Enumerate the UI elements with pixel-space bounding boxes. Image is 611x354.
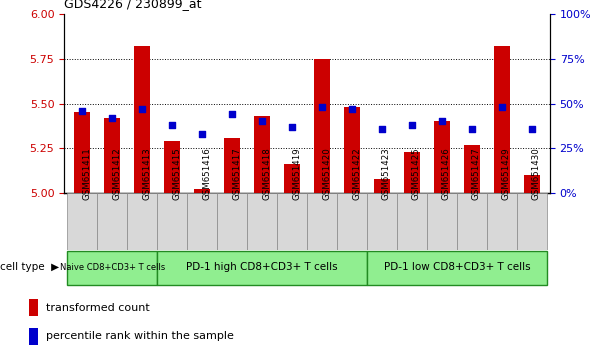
Text: GSM651427: GSM651427: [472, 147, 481, 200]
Point: [287, 124, 297, 130]
FancyBboxPatch shape: [157, 193, 187, 250]
Text: GSM651411: GSM651411: [82, 147, 91, 200]
Text: Naive CD8+CD3+ T cells: Naive CD8+CD3+ T cells: [59, 263, 165, 272]
Text: GSM651423: GSM651423: [382, 147, 391, 200]
FancyBboxPatch shape: [397, 193, 427, 250]
FancyBboxPatch shape: [457, 193, 487, 250]
FancyBboxPatch shape: [367, 193, 397, 250]
Point: [257, 119, 267, 124]
Bar: [314, 59, 331, 193]
Text: GSM651425: GSM651425: [412, 147, 421, 200]
Point: [527, 126, 537, 131]
Point: [167, 122, 177, 128]
Bar: [164, 141, 180, 193]
FancyBboxPatch shape: [517, 193, 547, 250]
Text: GSM651415: GSM651415: [172, 147, 181, 200]
Text: GSM651426: GSM651426: [442, 147, 451, 200]
Text: GSM651412: GSM651412: [112, 147, 121, 200]
Text: GSM651419: GSM651419: [292, 147, 301, 200]
Text: GSM651420: GSM651420: [322, 147, 331, 200]
Bar: [224, 137, 240, 193]
Text: GSM651418: GSM651418: [262, 147, 271, 200]
Point: [467, 126, 477, 131]
FancyBboxPatch shape: [307, 193, 337, 250]
Bar: [524, 175, 540, 193]
Bar: [374, 179, 390, 193]
FancyBboxPatch shape: [427, 193, 457, 250]
Point: [347, 106, 357, 112]
Bar: [464, 145, 480, 193]
Point: [407, 122, 417, 128]
Text: percentile rank within the sample: percentile rank within the sample: [46, 331, 234, 341]
FancyBboxPatch shape: [277, 193, 307, 250]
Text: transformed count: transformed count: [46, 303, 150, 313]
Point: [108, 115, 117, 121]
Bar: [29, 299, 38, 316]
Point: [497, 104, 507, 110]
Text: GSM651413: GSM651413: [142, 147, 151, 200]
FancyBboxPatch shape: [247, 193, 277, 250]
Point: [317, 104, 327, 110]
Bar: [494, 46, 510, 193]
FancyBboxPatch shape: [337, 193, 367, 250]
Text: GSM651429: GSM651429: [502, 147, 511, 200]
FancyBboxPatch shape: [97, 193, 127, 250]
Text: GSM651417: GSM651417: [232, 147, 241, 200]
Bar: [104, 118, 120, 193]
Bar: [344, 107, 360, 193]
FancyBboxPatch shape: [67, 193, 97, 250]
Text: GDS4226 / 230899_at: GDS4226 / 230899_at: [64, 0, 202, 10]
Bar: [404, 152, 420, 193]
Bar: [29, 328, 38, 345]
Bar: [434, 121, 450, 193]
Bar: [284, 164, 300, 193]
Text: cell type  ▶: cell type ▶: [0, 262, 59, 273]
Text: GSM651422: GSM651422: [352, 147, 361, 200]
Point: [377, 126, 387, 131]
Bar: [134, 46, 150, 193]
Text: PD-1 high CD8+CD3+ T cells: PD-1 high CD8+CD3+ T cells: [186, 262, 338, 273]
FancyBboxPatch shape: [127, 193, 157, 250]
Text: PD-1 low CD8+CD3+ T cells: PD-1 low CD8+CD3+ T cells: [384, 262, 530, 273]
Bar: [194, 189, 210, 193]
FancyBboxPatch shape: [187, 193, 217, 250]
Bar: [254, 116, 270, 193]
Point: [437, 119, 447, 124]
Text: GSM651430: GSM651430: [532, 147, 541, 200]
FancyBboxPatch shape: [367, 251, 547, 285]
FancyBboxPatch shape: [157, 251, 367, 285]
FancyBboxPatch shape: [67, 251, 157, 285]
Point: [197, 131, 207, 137]
Bar: [74, 113, 90, 193]
FancyBboxPatch shape: [487, 193, 517, 250]
FancyBboxPatch shape: [217, 193, 247, 250]
Point: [137, 106, 147, 112]
Point: [77, 108, 87, 114]
Point: [227, 112, 237, 117]
Text: GSM651416: GSM651416: [202, 147, 211, 200]
